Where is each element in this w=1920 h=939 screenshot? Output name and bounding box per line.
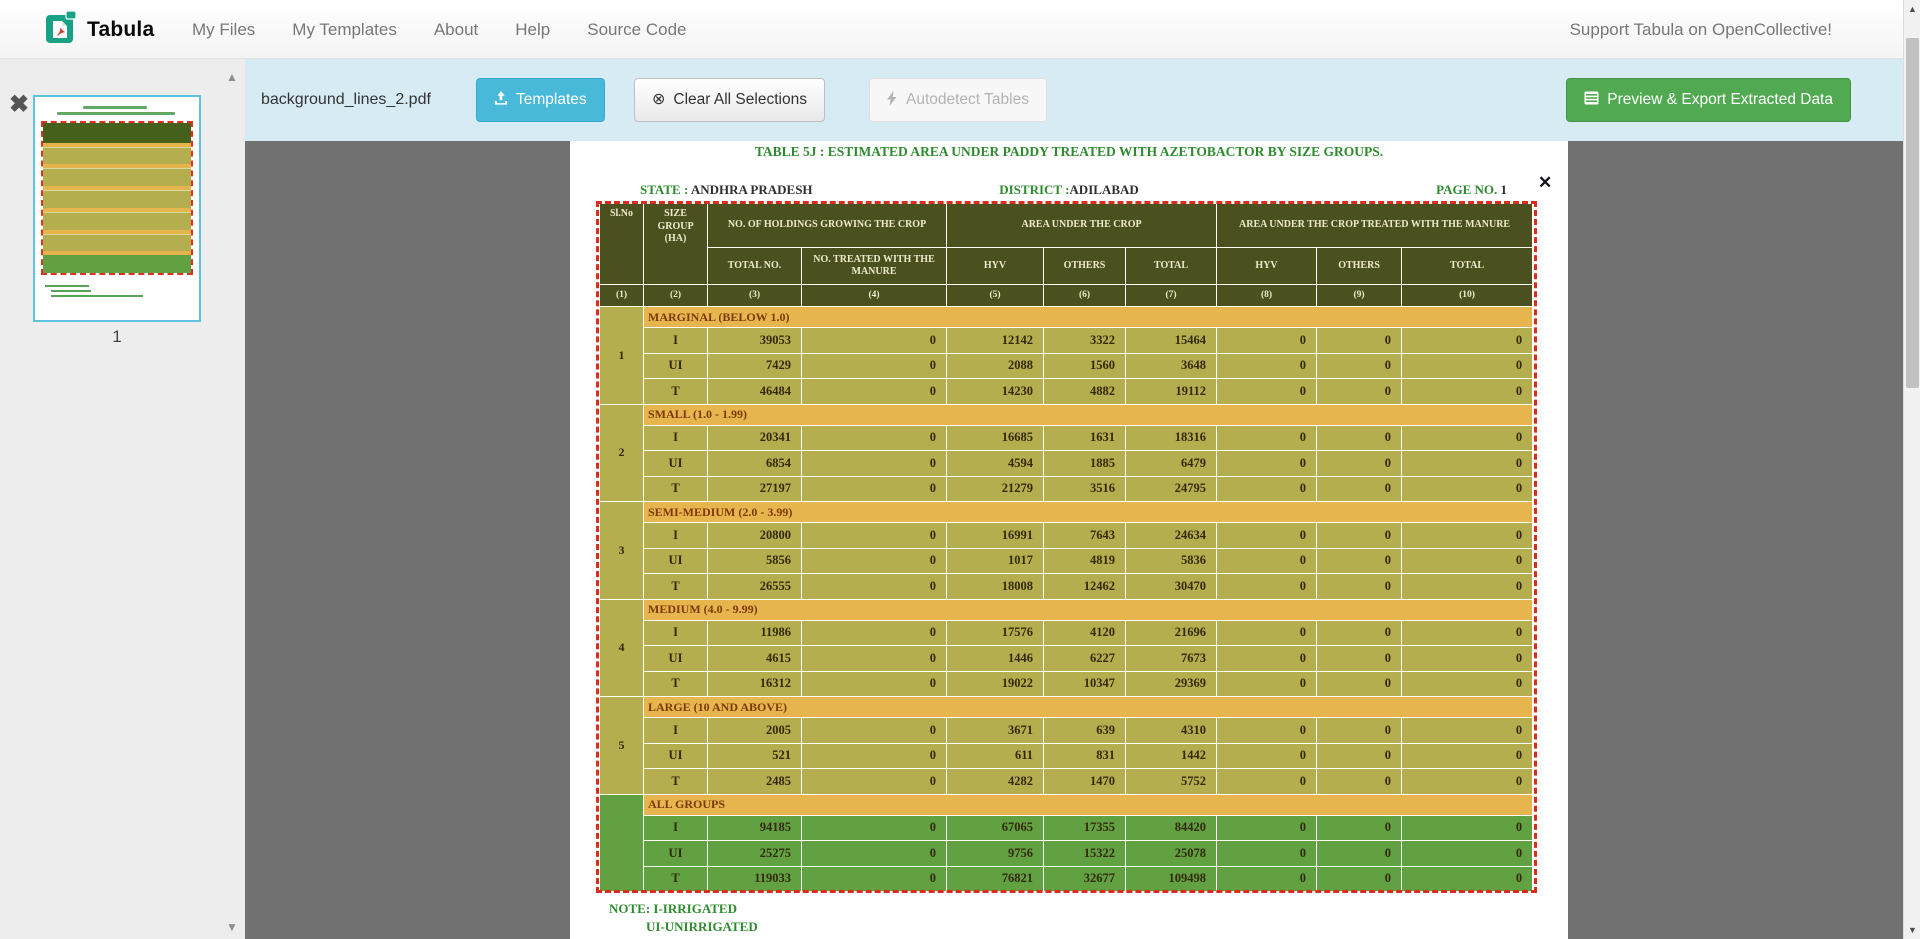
page-thumbnail[interactable] — [33, 95, 201, 322]
tabula-app: Tabula My Files My Templates About Help Sour… — [0, 0, 1920, 939]
thumb-table-header — [43, 123, 191, 143]
thumb-subtitle-line — [57, 112, 175, 115]
thumb-total-rows — [43, 255, 191, 273]
scrollbar-thumb[interactable] — [1906, 38, 1919, 388]
upload-icon — [494, 91, 508, 109]
scroll-down-icon[interactable]: ▼ — [1904, 925, 1920, 935]
table-list-icon — [1584, 91, 1599, 109]
export-button-label: Preview & Export Extracted Data — [1607, 91, 1833, 109]
nav-link-my-templates[interactable]: My Templates — [292, 20, 397, 40]
sidebar-scroll-down-icon[interactable]: ▼ — [226, 921, 238, 933]
page-number-label: 1 — [33, 327, 201, 347]
district-field: DISTRICT :ADILABAD — [570, 182, 1568, 198]
thumb-note-line — [45, 285, 89, 287]
thumb-note-line — [51, 295, 143, 297]
brand[interactable]: Tabula — [44, 0, 154, 59]
pdf-viewer: TABLE 5J : ESTIMATED AREA UNDER PADDY TR… — [245, 141, 1903, 939]
export-button[interactable]: Preview & Export Extracted Data — [1566, 78, 1851, 122]
nav-link-my-files[interactable]: My Files — [192, 20, 255, 40]
clear-circle-x-icon: ⊗ — [652, 92, 665, 108]
scroll-up-icon[interactable]: ▲ — [1904, 4, 1920, 14]
toolbar: background_lines_2.pdf Templates ⊗ Clear… — [245, 59, 1903, 141]
pdf-page[interactable]: TABLE 5J : ESTIMATED AREA UNDER PADDY TR… — [570, 141, 1568, 939]
navbar: Tabula My Files My Templates About Help Sour… — [0, 0, 1920, 59]
support-link[interactable]: Support Tabula on OpenCollective! — [1570, 0, 1832, 59]
document-meta-line: STATE : ANDHRA PRADESH DISTRICT :ADILABA… — [570, 182, 1568, 200]
nav-link-help[interactable]: Help — [515, 20, 550, 40]
clear-selections-button[interactable]: ⊗ Clear All Selections — [634, 78, 825, 122]
page-no-field: PAGE NO. 1 — [1436, 182, 1507, 198]
clear-selections-label: Clear All Selections — [673, 91, 807, 109]
thumb-title-line — [83, 106, 147, 109]
nav-link-about[interactable]: About — [434, 20, 478, 40]
filename-label: background_lines_2.pdf — [261, 59, 431, 141]
nav-link-source-code[interactable]: Source Code — [587, 20, 686, 40]
note-line: UI-UNIRRIGATED — [609, 918, 758, 936]
autodetect-tables-button: Autodetect Tables — [869, 78, 1047, 122]
note-line: NOTE: I-IRRIGATED — [609, 900, 758, 918]
table-selection-box[interactable] — [596, 201, 1537, 893]
remove-file-button[interactable]: ✖ — [9, 93, 29, 117]
brand-title[interactable]: Tabula — [87, 18, 154, 42]
document-title: TABLE 5J : ESTIMATED AREA UNDER PADDY TR… — [570, 144, 1568, 160]
thumbnail-table — [41, 121, 193, 275]
nav-links: My Files My Templates About Help Source Code — [192, 0, 686, 59]
templates-button-label: Templates — [516, 91, 587, 109]
page-scrollbar: ▲ ▼ — [1903, 0, 1920, 939]
thumb-note-line — [51, 290, 91, 292]
lightning-icon — [887, 91, 898, 110]
document-notes: NOTE: I-IRRIGATED UI-UNIRRIGATED — [609, 900, 758, 936]
templates-button[interactable]: Templates — [476, 78, 605, 122]
sidebar: ✖ 1 ▲ ▼ — [0, 59, 245, 939]
autodetect-tables-label: Autodetect Tables — [906, 91, 1029, 109]
selection-close-button[interactable]: ✕ — [1538, 174, 1552, 191]
sidebar-scroll-up-icon[interactable]: ▲ — [226, 71, 238, 83]
tabula-logo-icon — [44, 9, 78, 50]
